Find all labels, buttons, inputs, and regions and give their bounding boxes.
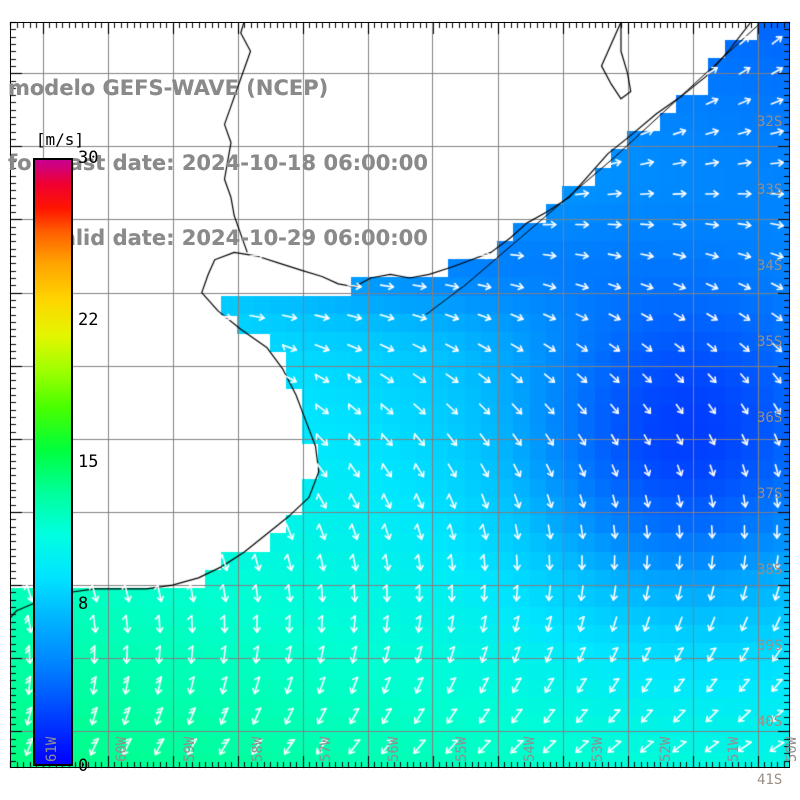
lon-label-57W: 57W [318,736,334,762]
lon-label-53W: 53W [590,736,606,762]
colorbar-tick-0: 0 [78,756,89,776]
lon-label-52W: 52W [658,736,674,762]
lon-label-54W: 54W [522,736,538,762]
lat-label-40S: 40S [757,714,783,730]
valid-date: valid date: 2024-10-29 06:00:00 [48,226,428,250]
colorbar-tick-8: 8 [78,593,89,614]
title-block: modelo GEFS-WAVE (NCEP) forecast date: 2… [8,26,528,301]
colorbar[interactable] [33,158,73,766]
lon-label-50W: 50W [784,736,800,762]
lon-label-59W: 59W [182,736,198,762]
lat-label-35S: 35S [757,334,783,350]
lon-label-51W: 51W [726,736,742,762]
lon-label-60W: 60W [114,736,130,762]
colorbar-tick-22: 22 [78,310,99,331]
colorbar-tick-15: 15 [78,452,99,472]
lat-label-34S: 34S [757,258,783,274]
lat-label-33S: 33S [757,182,783,198]
colorbar-gradient [33,158,73,766]
lat-label-32S: 32S [757,114,783,130]
lat-label-36S: 36S [757,410,783,426]
model-title: modelo GEFS-WAVE (NCEP) [8,76,329,100]
lon-label-58W: 58W [250,736,266,762]
lon-label-61W: 61W [44,736,60,762]
lat-label-37S: 37S [757,486,783,502]
lat-label-41S: 41S [757,772,783,788]
lon-label-56W: 56W [386,736,402,762]
lat-label-39S: 39S [757,638,783,654]
lon-label-55W: 55W [454,736,470,762]
colorbar-unit-label: [m/s] [35,130,85,149]
colorbar-tick-30: 30 [78,148,99,168]
lat-label-38S: 38S [757,562,783,578]
